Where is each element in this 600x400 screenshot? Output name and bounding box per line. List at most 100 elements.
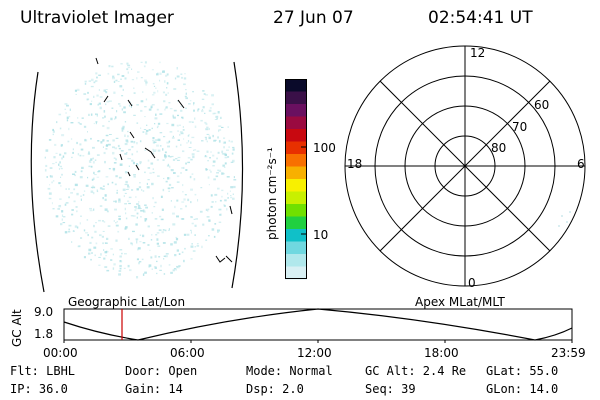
uv-speckle: [226, 149, 229, 151]
uv-speckle: [104, 266, 108, 268]
uv-speckle: [92, 192, 95, 195]
altitude-curve: [63, 308, 573, 341]
uv-speckle: [127, 157, 130, 160]
uv-speckle: [48, 197, 52, 200]
uv-speckle: [136, 216, 138, 219]
uv-speckle: [168, 228, 170, 230]
uv-speckle: [125, 188, 129, 190]
uv-speckle: [99, 205, 103, 207]
uv-speckle: [79, 222, 81, 225]
uv-speckle: [207, 176, 210, 179]
uv-speckle: [117, 144, 120, 148]
colorbar-tick-10: 10: [313, 228, 329, 242]
uv-speckle: [214, 193, 218, 196]
uv-speckle: [121, 252, 123, 255]
info-seq: Seq: 39: [365, 382, 416, 396]
uv-speckle: [160, 195, 163, 198]
uv-speckle: [126, 152, 128, 154]
uv-speckle: [154, 123, 156, 125]
uv-speckle: [147, 167, 151, 169]
uv-speckle: [104, 115, 106, 118]
uv-speckle: [176, 181, 180, 183]
uv-speckle: [197, 109, 199, 112]
uv-speckle: [64, 231, 68, 234]
uv-speckle: [212, 112, 215, 115]
uv-speckle: [73, 230, 75, 232]
uv-speckle: [112, 151, 115, 155]
uv-speckle: [64, 108, 66, 110]
colorbar-band: [285, 91, 307, 105]
uv-speckle: [153, 85, 156, 87]
uv-speckle: [224, 153, 227, 156]
uv-speckle: [164, 108, 166, 111]
uv-speckle: [123, 267, 126, 269]
uv-speckle: [227, 156, 230, 158]
uv-speckle: [148, 129, 151, 131]
uv-speckle: [87, 234, 89, 237]
uv-speckle: [101, 188, 105, 190]
info-door: Door: Open: [125, 364, 198, 378]
colorbar-band: [285, 104, 307, 117]
uv-speckle: [74, 174, 76, 177]
uv-speckle: [97, 171, 100, 173]
uv-speckle: [173, 268, 176, 270]
uv-speckle: [205, 169, 208, 171]
uv-speckle: [121, 127, 125, 130]
uv-speckle: [182, 150, 185, 153]
uv-speckle: [91, 186, 93, 189]
uv-speckle: [217, 169, 219, 171]
uv-speckle: [125, 226, 128, 229]
uv-speckle: [187, 140, 190, 143]
info-gc-alt: GC Alt: 2.4 Re: [365, 364, 467, 378]
uv-speckle: [98, 170, 101, 173]
uv-speckle: [227, 197, 229, 199]
uv-speckle: [204, 136, 207, 138]
uv-speckle: [97, 190, 99, 193]
uv-speckle: [61, 134, 65, 137]
uv-speckle: [139, 163, 141, 165]
uv-speckle: [127, 135, 129, 138]
uv-speckle: [232, 159, 235, 163]
uv-speckle: [86, 98, 90, 100]
colorbar: [285, 79, 307, 280]
uv-speckle: [219, 213, 221, 216]
uv-speckle: [192, 121, 194, 123]
uv-speckle: [106, 210, 109, 213]
uv-speckle: [156, 260, 158, 263]
uv-speckle: [142, 209, 145, 212]
uv-speckle: [86, 98, 89, 101]
uv-speckle: [116, 192, 118, 194]
uv-speckle: [44, 169, 47, 172]
uv-speckle: [223, 137, 226, 139]
uv-speckle: [199, 210, 203, 213]
uv-speckle: [148, 266, 151, 268]
uv-speckle: [190, 245, 194, 248]
uv-speckle: [66, 116, 69, 119]
uv-speckle: [88, 248, 92, 252]
uv-speckle: [72, 148, 74, 151]
uv-speckle: [59, 153, 62, 156]
uv-speckle: [66, 119, 69, 122]
uv-speckle: [159, 79, 161, 82]
uv-speckle: [127, 66, 131, 69]
uv-speckle: [105, 103, 107, 106]
uv-speckle: [178, 253, 181, 255]
instrument-title: Ultraviolet Imager: [20, 8, 174, 28]
uv-speckle: [79, 154, 82, 157]
uv-speckle: [155, 139, 158, 141]
uv-speckle: [128, 104, 130, 107]
uv-speckle: [212, 165, 215, 167]
uv-speckle: [64, 152, 67, 155]
uv-speckle: [152, 137, 155, 140]
uv-speckle: [206, 126, 209, 128]
uv-speckle: [136, 163, 139, 165]
uv-speckle: [45, 164, 48, 167]
uv-speckle: [214, 119, 218, 120]
uv-speckle: [194, 117, 196, 120]
uv-speckle: [144, 79, 147, 82]
uv-speckle: [108, 100, 112, 102]
uv-speckle: [190, 188, 193, 191]
uv-speckle: [223, 204, 226, 207]
uv-speckle: [190, 216, 193, 219]
uv-speckle: [190, 229, 192, 231]
